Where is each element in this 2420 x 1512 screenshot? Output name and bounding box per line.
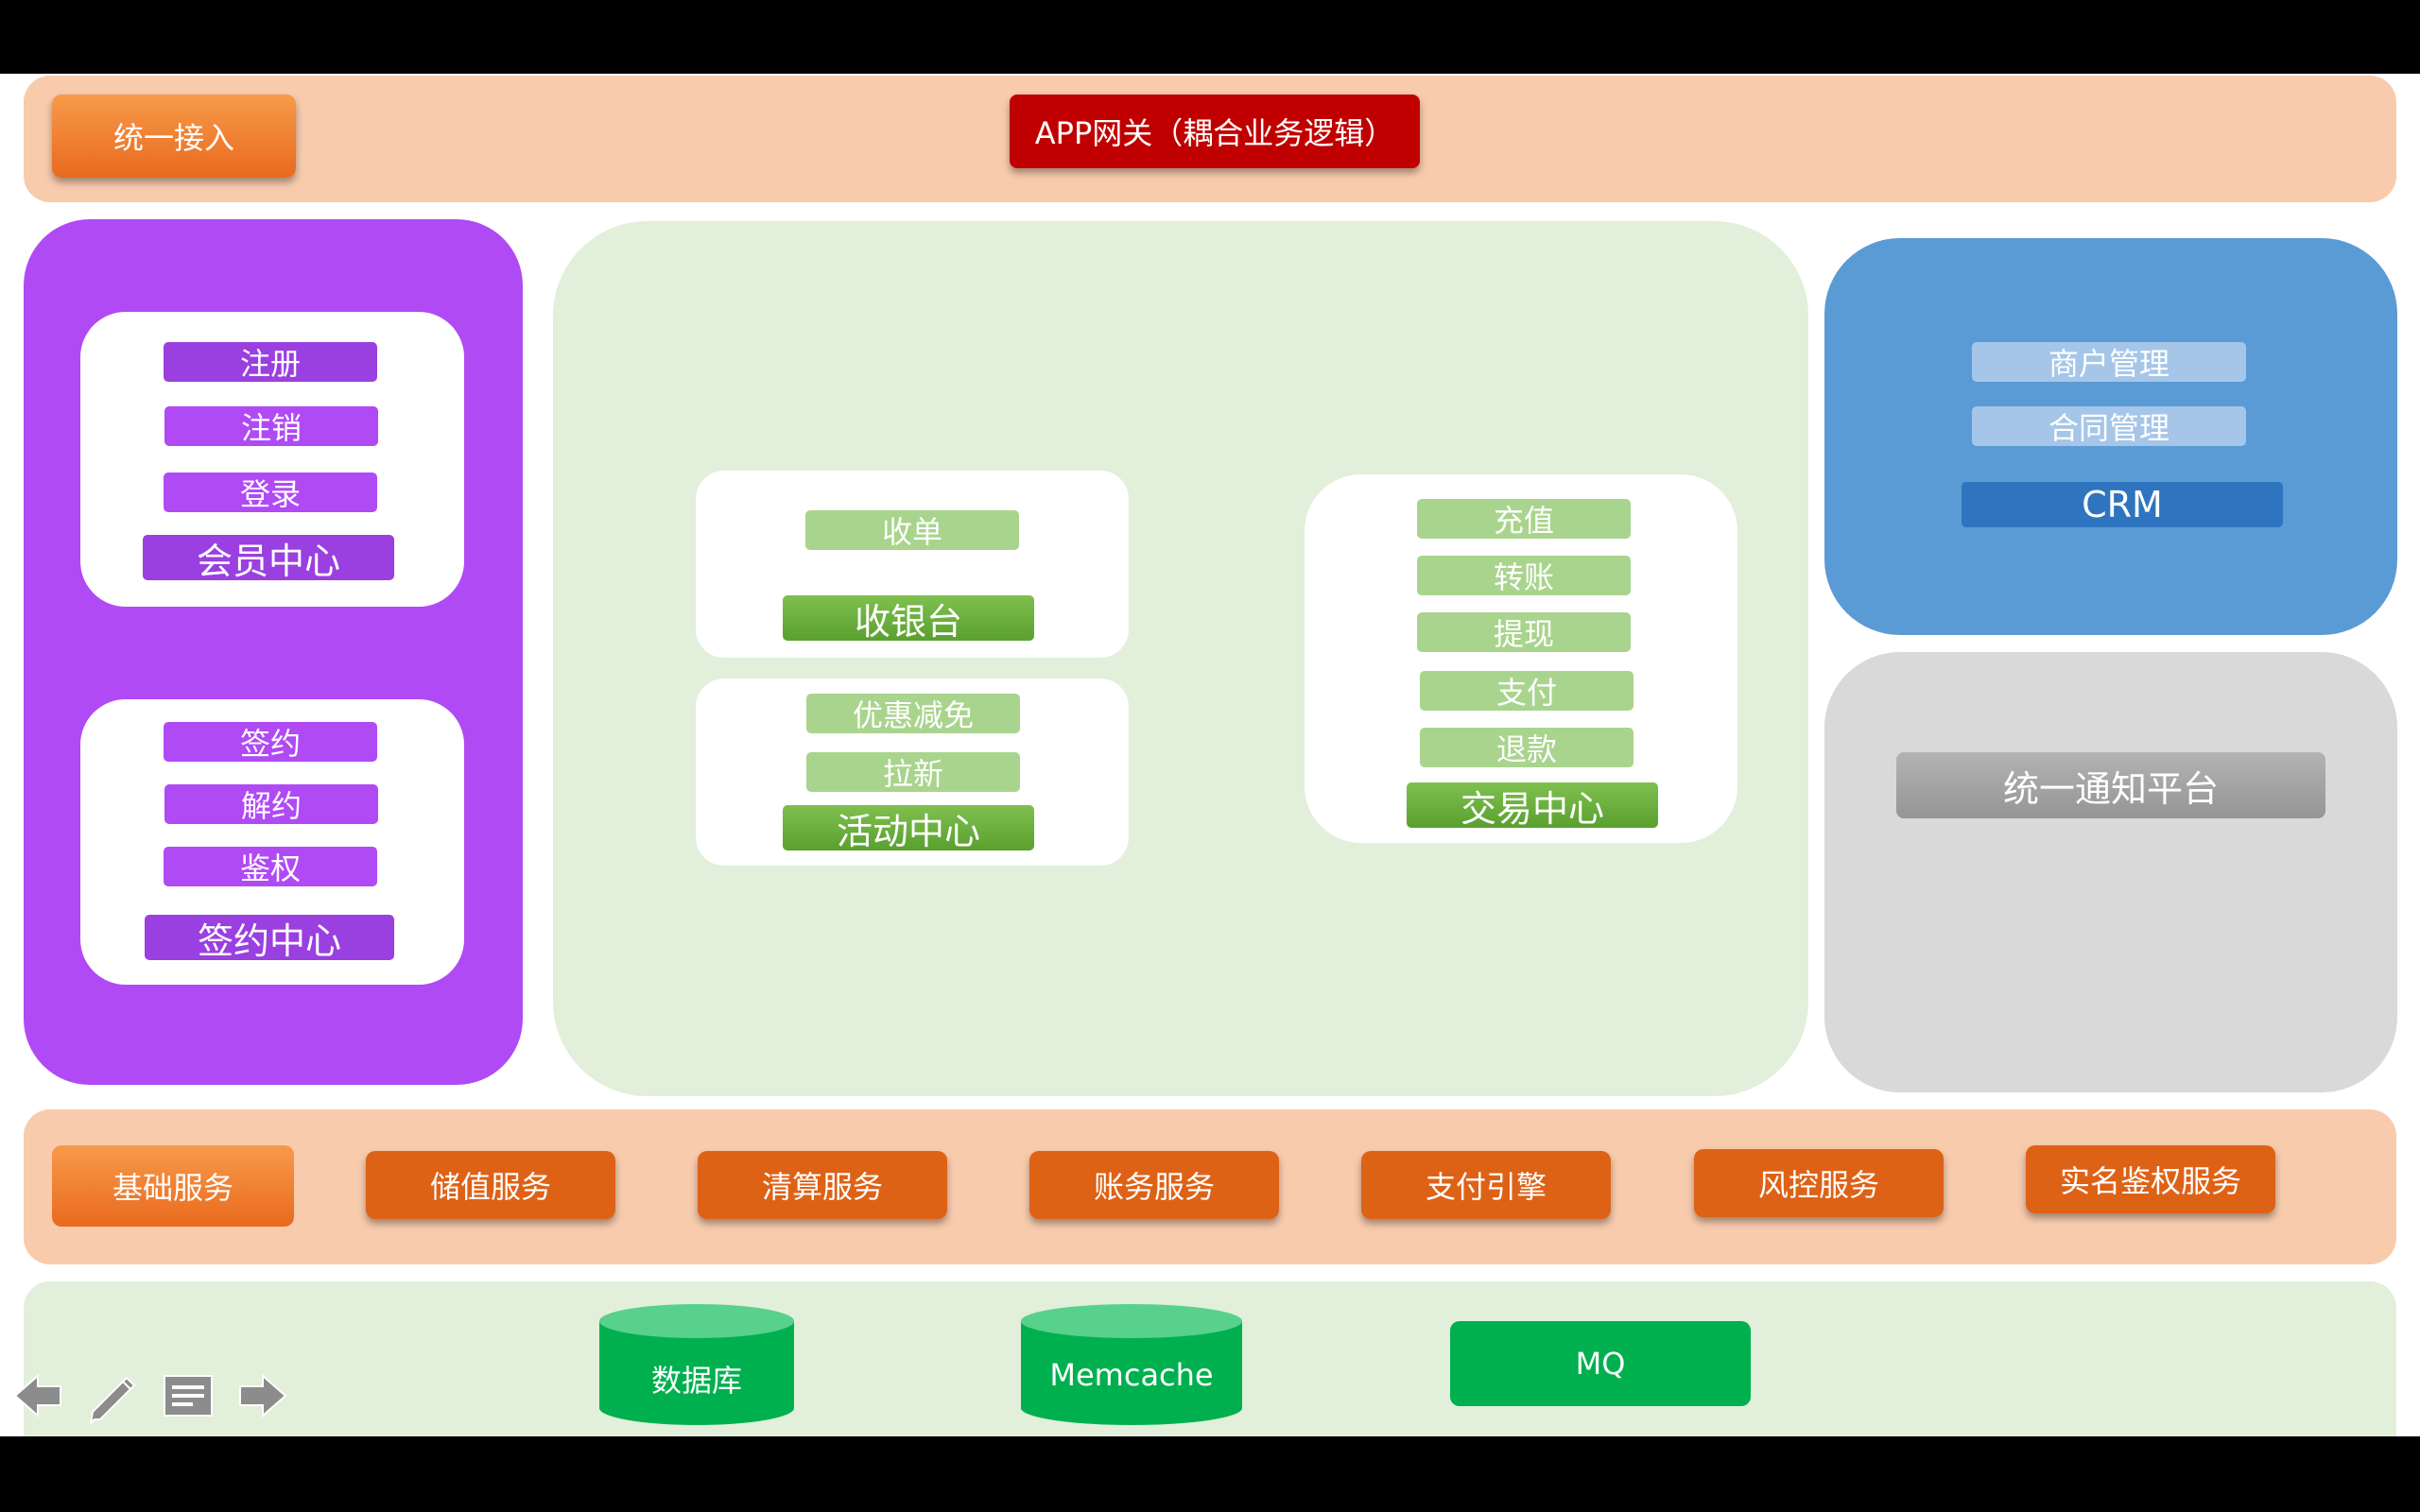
app-gateway-button[interactable]: APP网关（耦合业务逻辑）: [1010, 94, 1420, 168]
referral-item[interactable]: 拉新: [806, 752, 1020, 792]
member-center-title[interactable]: 会员中心: [143, 535, 394, 582]
deregister-item[interactable]: 注销: [164, 406, 378, 446]
contract-management-item[interactable]: 合同管理: [1972, 406, 2246, 446]
database-label: 数据库: [650, 1363, 742, 1399]
sign-item[interactable]: 签约: [164, 722, 377, 762]
withdraw-item[interactable]: 提现: [1417, 612, 1631, 652]
unified-notify-platform-title[interactable]: 统一通知平台: [1896, 752, 2325, 818]
cashier-title[interactable]: 收银台: [783, 595, 1034, 643]
merchant-management-item[interactable]: 商户管理: [1972, 342, 2246, 382]
clearing-service-button[interactable]: 清算服务: [698, 1151, 947, 1219]
activity-center-title[interactable]: 活动中心: [783, 805, 1034, 852]
stored-value-service-button[interactable]: 储值服务: [366, 1151, 615, 1219]
memcache-label: Memcache: [1049, 1357, 1214, 1393]
payment-engine-button[interactable]: 支付引擎: [1361, 1151, 1611, 1219]
recharge-item[interactable]: 充值: [1417, 499, 1631, 539]
notify-panel: [1824, 652, 2397, 1092]
notes-icon[interactable]: [163, 1374, 214, 1418]
pencil-icon[interactable]: [85, 1368, 142, 1426]
login-item[interactable]: 登录: [164, 472, 377, 512]
sign-center-title[interactable]: 签约中心: [145, 915, 394, 962]
arrow-right-icon[interactable]: [236, 1372, 289, 1419]
arrow-left-icon[interactable]: [11, 1372, 64, 1419]
register-item[interactable]: 注册: [164, 342, 377, 382]
trade-center-title[interactable]: 交易中心: [1407, 782, 1658, 830]
crm-title[interactable]: CRM: [1962, 482, 2283, 527]
discount-item[interactable]: 优惠减免: [806, 694, 1020, 733]
memcache-cylinder[interactable]: Memcache: [1021, 1304, 1242, 1427]
transfer-item[interactable]: 转账: [1417, 556, 1631, 595]
accounting-service-button[interactable]: 账务服务: [1029, 1151, 1279, 1219]
database-cylinder[interactable]: 数据库: [599, 1304, 794, 1427]
order-item[interactable]: 收单: [805, 510, 1019, 550]
mq-box[interactable]: MQ: [1450, 1321, 1751, 1406]
auth-item[interactable]: 鉴权: [164, 847, 377, 886]
pay-item[interactable]: 支付: [1420, 671, 1634, 711]
real-name-auth-service-button[interactable]: 实名鉴权服务: [2026, 1145, 2275, 1213]
risk-control-service-button[interactable]: 风控服务: [1694, 1149, 1944, 1217]
basic-services-label: 基础服务: [52, 1145, 294, 1227]
unsign-item[interactable]: 解约: [164, 784, 378, 824]
unified-access-button[interactable]: 统一接入: [52, 94, 296, 178]
refund-item[interactable]: 退款: [1420, 728, 1634, 767]
